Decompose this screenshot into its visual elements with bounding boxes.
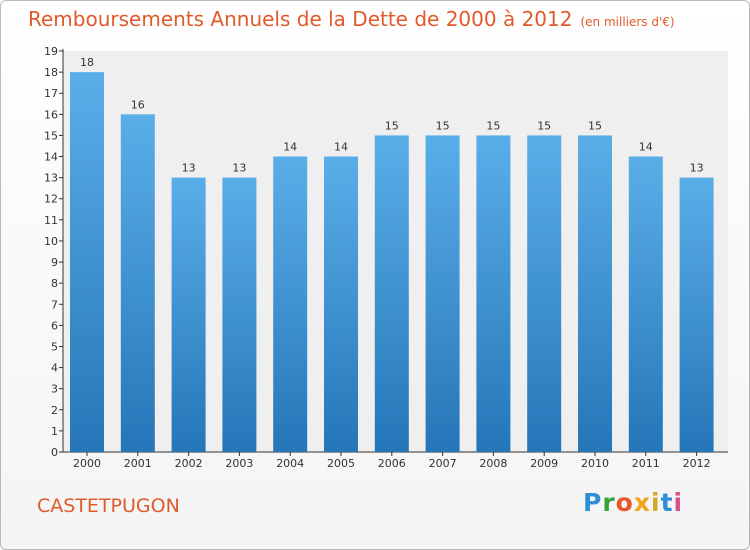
- y-tick-label: 19: [44, 45, 58, 58]
- y-tick-label: 11: [44, 214, 58, 227]
- bar: [679, 177, 714, 452]
- logo-letter: P: [583, 488, 603, 517]
- bar: [273, 156, 308, 453]
- logo-letter: i: [651, 488, 661, 517]
- bar: [476, 135, 511, 452]
- bar-value-label: 16: [131, 98, 145, 111]
- y-tick-label: 6: [51, 319, 58, 332]
- y-tick-label: 5: [51, 340, 58, 353]
- logo-letter: t: [660, 488, 674, 517]
- y-tick-label: 8: [51, 277, 58, 290]
- x-tick-label: 2003: [225, 457, 253, 470]
- logo-letter: i: [673, 488, 684, 517]
- bar: [222, 177, 257, 452]
- y-tick-label: 2: [51, 404, 58, 417]
- bar-value-label: 13: [232, 162, 246, 175]
- y-tick-label: 3: [51, 383, 58, 396]
- logo-letter: o: [615, 488, 634, 517]
- bar: [425, 135, 460, 452]
- bar: [120, 114, 155, 452]
- bar: [70, 72, 104, 453]
- bar: [628, 156, 663, 453]
- bar-value-label: 14: [334, 141, 348, 154]
- bar-value-label: 15: [486, 119, 500, 132]
- proxiti-logo: Proxiti: [583, 488, 683, 517]
- x-tick-label: 2011: [632, 457, 660, 470]
- x-tick-label: 2007: [429, 457, 457, 470]
- x-tick-label: 2008: [479, 457, 507, 470]
- bar: [578, 135, 612, 452]
- bar-value-label: 14: [639, 141, 653, 154]
- bar: [527, 135, 562, 452]
- x-tick-label: 2012: [683, 457, 711, 470]
- chart-title-text: Remboursements Annuels de la Dette de 20…: [28, 7, 573, 31]
- y-tick-label: 1: [51, 425, 58, 438]
- x-tick-label: 2006: [378, 457, 406, 470]
- y-tick-label: 14: [44, 151, 58, 164]
- y-tick-label: 15: [44, 129, 58, 142]
- x-tick-label: 2010: [581, 457, 609, 470]
- logo-letter: x: [633, 488, 651, 517]
- bar-value-label: 18: [80, 56, 94, 69]
- y-tick-label: 18: [44, 66, 58, 79]
- y-tick-label: 17: [44, 87, 58, 100]
- x-tick-label: 2002: [175, 457, 203, 470]
- y-tick-label: 10: [44, 235, 58, 248]
- y-tick-label: 0: [51, 446, 58, 459]
- y-tick-label: 9: [51, 256, 58, 269]
- x-tick-label: 2000: [73, 457, 101, 470]
- chart-subtitle: (en milliers d'€): [580, 15, 675, 29]
- bar: [324, 156, 358, 453]
- bar: [374, 135, 409, 452]
- x-tick-label: 2005: [327, 457, 355, 470]
- logo-letter: r: [602, 488, 616, 517]
- bar-value-label: 14: [283, 141, 297, 154]
- y-tick-label: 12: [44, 193, 58, 206]
- bar: [171, 177, 206, 452]
- y-tick-label: 7: [51, 298, 58, 311]
- chart-title: Remboursements Annuels de la Dette de 20…: [28, 7, 675, 31]
- bar-value-label: 15: [537, 119, 551, 132]
- bar-value-label: 13: [690, 162, 704, 175]
- x-tick-label: 2004: [276, 457, 304, 470]
- bar-value-label: 15: [385, 119, 399, 132]
- y-tick-label: 13: [44, 172, 58, 185]
- bar-value-label: 13: [182, 162, 196, 175]
- bar-value-label: 15: [436, 119, 450, 132]
- x-tick-label: 2009: [530, 457, 558, 470]
- town-name: CASTETPUGON: [37, 495, 180, 517]
- y-tick-label: 4: [51, 362, 58, 375]
- bar-value-label: 15: [588, 119, 602, 132]
- y-tick-label: 16: [44, 108, 58, 121]
- x-tick-label: 2001: [124, 457, 152, 470]
